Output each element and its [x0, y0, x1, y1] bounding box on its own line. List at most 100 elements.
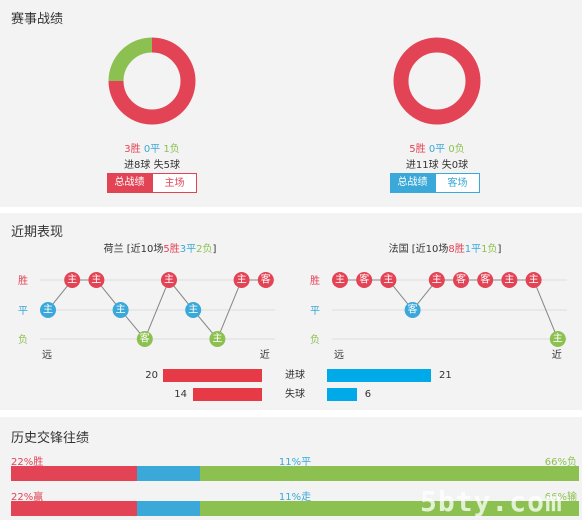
form-point: 主: [209, 331, 226, 347]
away-recent-summary: 法国 [近10场8胜1平1负]: [345, 240, 545, 255]
away-goals: 进11球 失0球: [405, 160, 469, 171]
away-wdl: 5胜 0平 0负: [357, 140, 517, 155]
form-point-marker: [380, 272, 397, 288]
away-tab-overall[interactable]: 总战绩: [390, 173, 435, 193]
form-point-marker: [257, 272, 274, 288]
form-point: 客: [404, 302, 421, 318]
match-record-panel: 赛事战绩 3胜 0平 1负 进8球 失5球 5胜 0平 0负 进11球 失0球 …: [0, 0, 582, 207]
form-point-marker: [209, 331, 226, 347]
form-point: 客: [453, 272, 469, 288]
history-win-pct: 22%胜: [11, 457, 44, 468]
form-point-label: 客: [261, 273, 271, 286]
draw-segment: [137, 466, 201, 481]
home-tab-home[interactable]: 主场: [152, 173, 197, 193]
watermark-logo: 5bty.com: [420, 485, 563, 518]
away-goals-against-value: 6: [364, 389, 372, 400]
away-loss-count: 0负: [448, 144, 465, 155]
form-point-marker: [161, 272, 177, 288]
away-record-donut: [393, 37, 481, 125]
form-axis-label: 胜: [310, 275, 320, 287]
form-point-marker: [477, 272, 494, 288]
form-point-marker: [233, 272, 250, 288]
away-tab-away[interactable]: 客场: [435, 173, 480, 193]
form-point-label: 客: [456, 273, 466, 286]
history-handicap-win-pct: 22%赢: [11, 492, 44, 503]
home-goals-for-bar: [162, 369, 262, 382]
form-point-marker: [453, 272, 469, 288]
donut-slice-loss: [108, 37, 153, 82]
form-far-label: 远: [42, 349, 52, 361]
form-point: 主: [185, 302, 202, 318]
home-goals-against-bar: [192, 388, 262, 401]
form-point-label: 主: [91, 274, 101, 286]
form-point: 主: [428, 272, 445, 288]
form-point-marker: [40, 302, 56, 318]
form-point: 主: [332, 272, 348, 288]
form-point-label: 主: [383, 274, 393, 286]
form-point-label: 主: [529, 274, 539, 286]
goals-for-label: 进球: [285, 370, 305, 381]
home-record-donut: [108, 37, 196, 125]
draw-segment: [137, 501, 201, 516]
form-point: 主: [549, 331, 566, 347]
home-tab-overall[interactable]: 总战绩: [107, 173, 152, 193]
form-point: 主: [161, 272, 177, 288]
away-goals-against-bar: [327, 388, 357, 401]
away-draw-count: 0平: [428, 144, 446, 155]
section-title-history: 历史交锋往绩: [11, 431, 90, 446]
form-point: 主: [64, 272, 81, 288]
away-recent-win: 8胜: [448, 244, 465, 255]
form-point: 主: [88, 272, 105, 288]
section-title-match-record: 赛事战绩: [11, 12, 64, 27]
away-summary-prefix: [近10场: [408, 244, 449, 255]
form-point-marker: [501, 272, 518, 288]
win-segment: [11, 501, 138, 516]
home-wdl: 3胜 0平 1负: [72, 140, 232, 155]
history-handicap-bar: [11, 501, 579, 516]
home-recent-summary: 荷兰 [近10场5胜3平2负]: [60, 240, 260, 255]
home-draw-count: 0平: [143, 144, 161, 155]
form-point: 主: [40, 302, 56, 318]
form-near-label: 近: [260, 348, 270, 361]
home-recent-loss: 2负: [196, 244, 213, 255]
form-point: 客: [477, 272, 494, 288]
form-point: 主: [112, 302, 129, 318]
form-point-label: 主: [43, 304, 53, 316]
form-point: 客: [136, 331, 153, 347]
form-point-marker: [136, 331, 153, 347]
form-point: 主: [380, 272, 397, 288]
home-summary-prefix: [近10场: [123, 244, 164, 255]
loss-segment: [200, 501, 579, 516]
form-far-label: 远: [334, 349, 344, 361]
home-goals-for-value: 20: [145, 370, 158, 381]
home-recent-win: 5胜: [163, 244, 180, 255]
loss-segment: [200, 466, 579, 481]
form-point-label: 主: [188, 304, 198, 316]
form-point-label: 主: [335, 274, 345, 286]
recent-form-panel: 近期表现 荷兰 [近10场5胜3平2负] 法国 [近10场8胜1平1负] 胜平负…: [0, 213, 582, 410]
form-point: 主: [233, 272, 250, 288]
away-summary-suffix: ]: [497, 244, 502, 255]
form-line: [47, 279, 266, 340]
form-point-label: 客: [408, 303, 418, 316]
form-point: 主: [501, 272, 518, 288]
away-form-chart: 胜平负主客主客主客客主主主远近: [310, 272, 567, 361]
form-point-label: 主: [553, 333, 563, 345]
away-recent-loss: 1负: [481, 244, 498, 255]
win-segment: [11, 466, 138, 481]
away-goals-for-value: 21: [439, 370, 452, 381]
form-point-marker: [185, 302, 202, 318]
home-team-name: 荷兰: [103, 244, 124, 255]
home-goals: 进8球 失5球: [124, 160, 180, 171]
goals-against-label: 失球: [285, 389, 305, 400]
history-result-bar: [11, 466, 579, 481]
home-recent-draw: 3平: [179, 244, 197, 255]
form-point-label: 主: [237, 274, 247, 286]
form-point-label: 客: [359, 273, 369, 286]
home-summary-suffix: ]: [212, 244, 217, 255]
history-panel: 历史交锋往绩 22%胜 11%平 66%负 22%赢 11%走 66%输 5bt…: [0, 417, 582, 520]
section-title-recent: 近期表现: [11, 225, 64, 240]
history-handicap-push-pct: 11%走: [278, 492, 312, 503]
history-handicap-loss-pct: 66%输: [544, 492, 577, 503]
form-point-marker: [64, 272, 81, 288]
